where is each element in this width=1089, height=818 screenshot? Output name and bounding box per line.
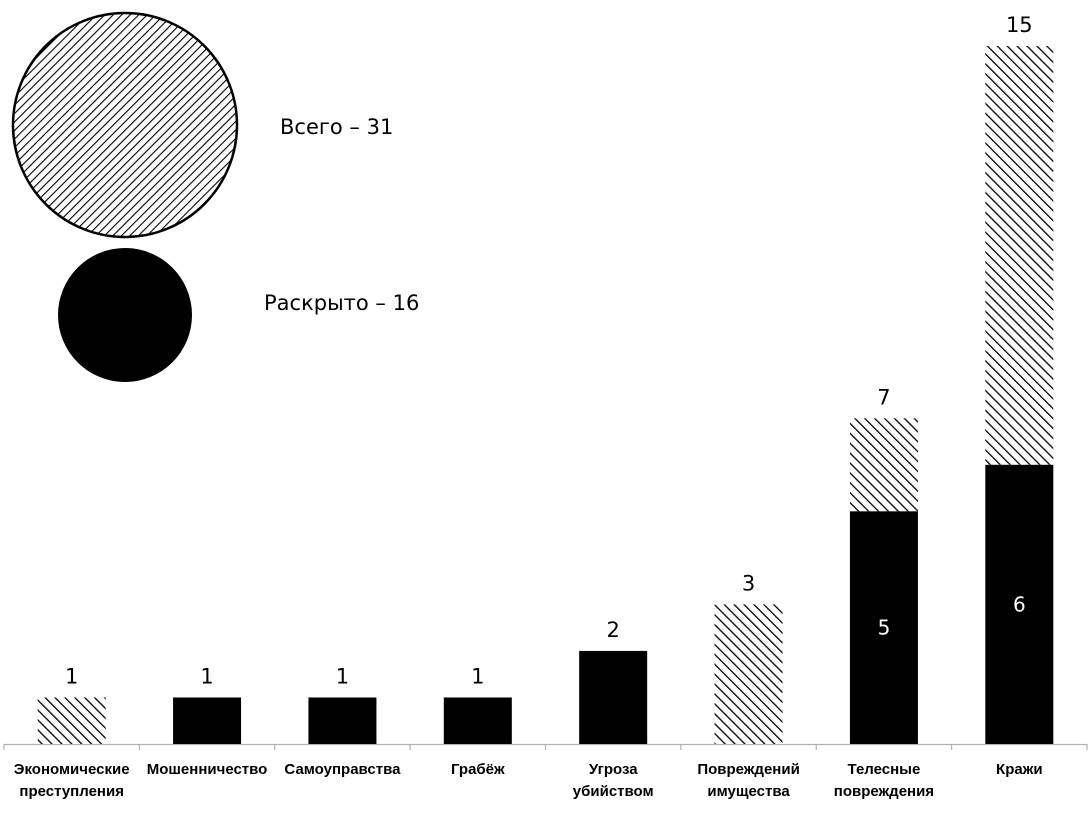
bar-total-label: 2 — [607, 618, 620, 642]
bars — [37, 46, 1054, 744]
bar-unsolved-segment — [37, 697, 106, 744]
category-labels: Экономические преступления Мошенничество Са… — [14, 761, 1043, 800]
bar-solved-segment — [985, 464, 1054, 744]
bar-total-label: 1 — [65, 664, 78, 688]
bar-solved-segment — [173, 697, 242, 744]
value-labels: 1 1 1 1 2 3 7 5 15 6 — [65, 13, 1033, 688]
category-label: Экономические — [14, 761, 130, 778]
category-label: Повреждений — [697, 761, 799, 778]
category-label: Мошенничество — [147, 761, 268, 778]
bar-unsolved-segment — [849, 418, 918, 512]
bar-unsolved-segment — [985, 46, 1054, 465]
bar-total-label: 1 — [336, 664, 349, 688]
legend-solved-label: Раскрыто – 16 — [264, 291, 419, 315]
category-label: преступления — [19, 783, 124, 800]
category-label: Грабёж — [451, 761, 505, 778]
legend-solved-marker — [58, 248, 192, 382]
legend: Всего – 31 Раскрыто – 16 — [11, 11, 419, 382]
bar-total-label: 3 — [742, 571, 755, 595]
legend-total-label: Всего – 31 — [280, 115, 393, 139]
bar-solved-label: 6 — [1013, 592, 1026, 616]
category-label: Угроза — [589, 761, 638, 778]
x-axis-ticks — [3, 744, 1088, 750]
category-label: повреждения — [834, 783, 934, 800]
bar-total-label: 1 — [471, 664, 484, 688]
bar-total-label: 1 — [200, 664, 213, 688]
bar-solved-segment — [443, 697, 512, 744]
bar-solved-label: 5 — [878, 616, 891, 640]
category-label: убийством — [573, 783, 654, 800]
bar-solved-segment — [849, 511, 918, 744]
bar-solved-segment — [579, 650, 648, 744]
bar-total-label: 7 — [877, 385, 890, 409]
category-label: Кражи — [996, 761, 1043, 778]
bar-solved-segment — [308, 697, 377, 744]
category-label: имущества — [707, 783, 790, 800]
bar-total-label: 15 — [1006, 13, 1033, 37]
legend-total-marker — [11, 11, 239, 239]
bar-unsolved-segment — [714, 604, 783, 744]
category-label: Телесные — [848, 761, 921, 778]
category-label: Самоуправства — [284, 761, 401, 778]
